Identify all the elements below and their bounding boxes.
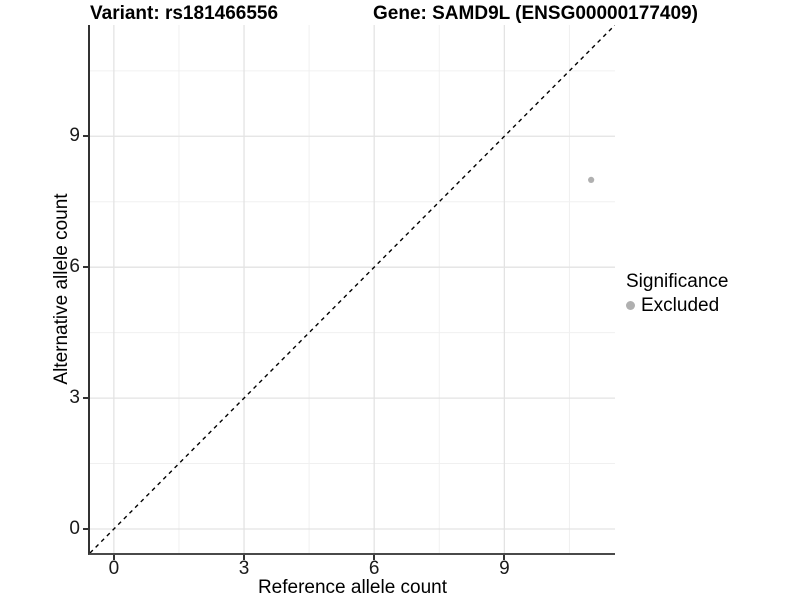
identity-reference-line	[90, 25, 615, 553]
legend-item-excluded: Excluded	[626, 294, 728, 317]
x-axis-title: Reference allele count	[257, 577, 448, 598]
y-axis-tick-mark	[83, 135, 88, 138]
y-axis-tick-mark	[83, 397, 88, 400]
legend-title: Significance	[626, 271, 729, 292]
y-axis-tick-mark	[83, 266, 88, 269]
x-axis-tick-label: 3	[238, 558, 250, 579]
y-axis-tick-label: 9	[69, 125, 80, 147]
y-axis-title: Alternative allele count	[51, 193, 72, 385]
y-axis-tick-label: 6	[69, 256, 80, 278]
y-axis-tick-label: 0	[69, 518, 80, 539]
x-axis-tick-mark	[503, 555, 506, 560]
x-axis-tick-label: 6	[368, 558, 380, 579]
x-axis-tick-mark	[373, 555, 376, 560]
y-axis-tick-label: 3	[69, 387, 80, 409]
legend: Significance Excluded	[626, 270, 728, 317]
x-axis-tick-mark	[243, 555, 246, 560]
x-axis-tick-mark	[112, 555, 115, 560]
plot-title-gene: Gene: SAMD9L (ENSG00000177409)	[373, 3, 698, 24]
plot-canvas	[90, 25, 615, 553]
legend-item-label: Excluded	[641, 295, 720, 316]
plot-title-variant: Variant: rs181466556	[90, 3, 279, 24]
y-axis-tick-mark	[83, 528, 88, 530]
plot-panel	[88, 25, 615, 555]
x-axis-tick-label: 9	[499, 558, 510, 579]
x-axis-tick-label: 0	[108, 558, 120, 579]
legend-key-dot-icon	[626, 301, 635, 310]
data-point	[588, 176, 595, 184]
